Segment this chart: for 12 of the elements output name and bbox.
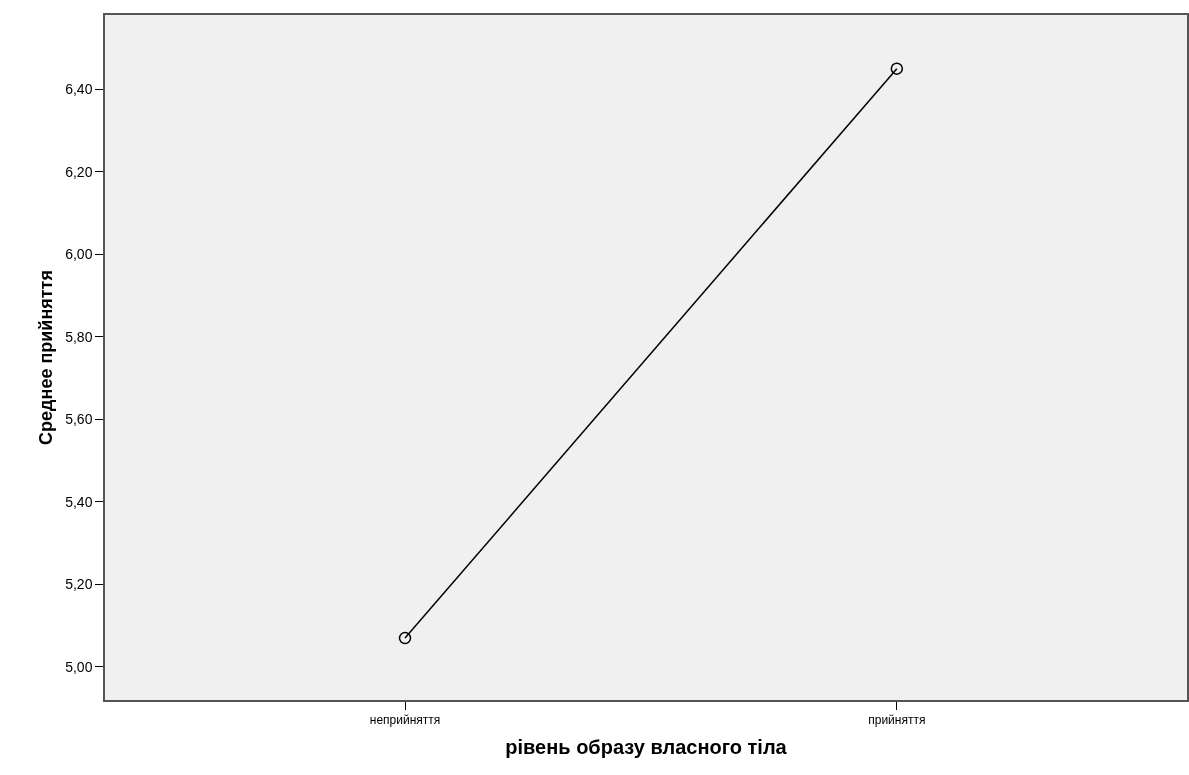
x-tick-label: неприйняття [369,713,441,728]
y-tick-label: 5,40 [65,493,93,510]
y-tick-label: 5,20 [65,576,93,593]
y-tick-label: 6,20 [65,163,93,180]
y-tick-label: 5,00 [65,658,93,675]
y-axis-title: Среднее прийняття [35,270,56,445]
y-tick-label: 5,60 [65,411,93,428]
x-axis-title: рівень образу власного тіла [505,736,788,759]
y-tick-label: 6,40 [65,81,93,98]
y-tick-label: 5,80 [65,328,93,345]
y-tick-label: 6,00 [65,246,93,263]
x-tick-label: прийняття [868,713,926,728]
